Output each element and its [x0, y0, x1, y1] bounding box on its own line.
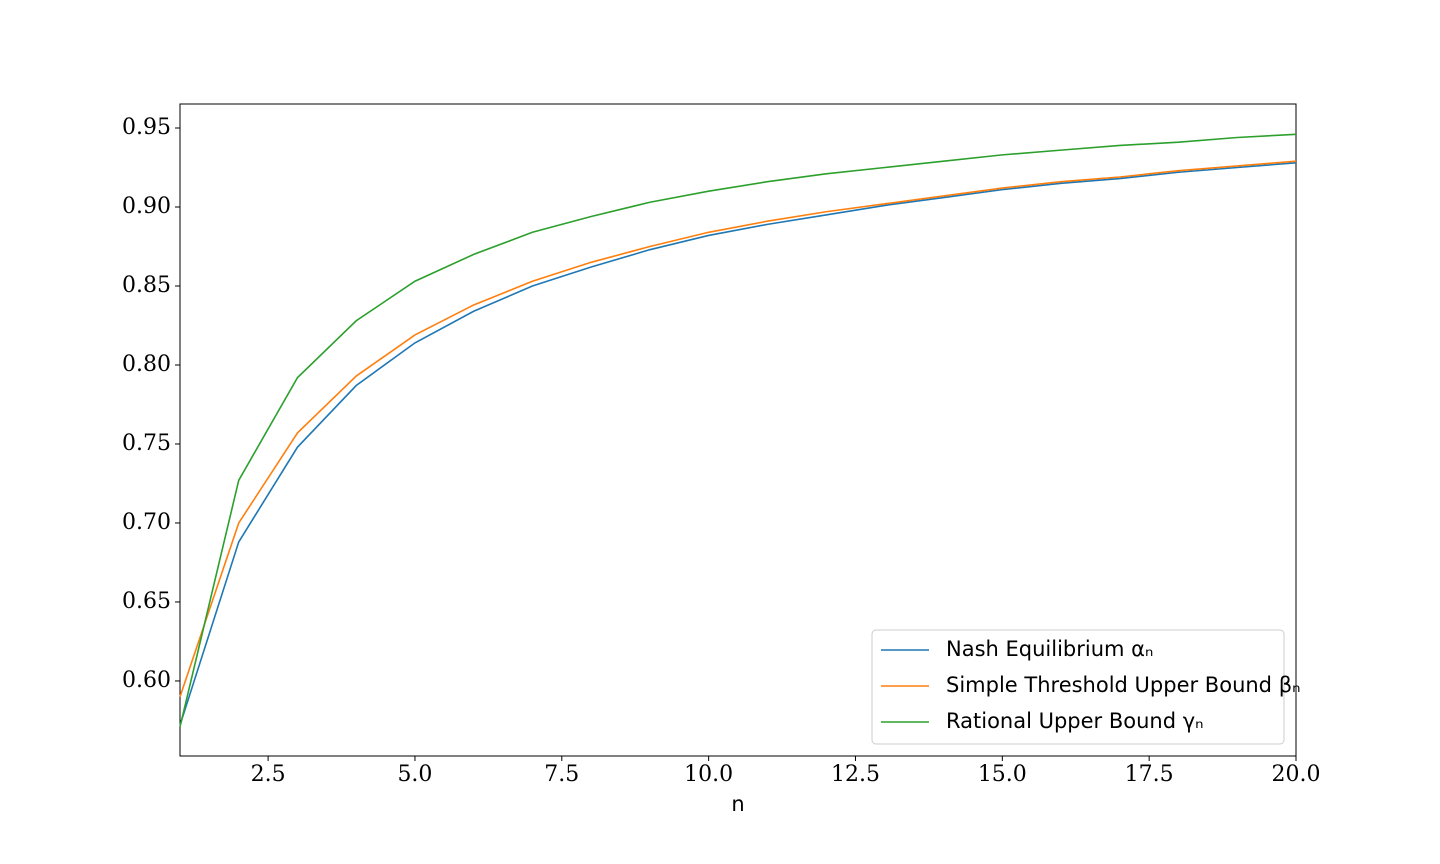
y-tick-label: 0.90	[122, 194, 171, 219]
y-tick-label: 0.60	[122, 668, 171, 693]
y-tick-label: 0.70	[122, 510, 171, 535]
legend-box	[871, 629, 1285, 745]
x-tick-label: 17.5	[1125, 762, 1174, 787]
y-tick-label: 0.95	[122, 115, 171, 140]
legend-label: Simple Threshold Upper Bound βₙ	[946, 673, 1300, 697]
x-tick-label: 7.5	[544, 762, 579, 787]
x-tick-label: 12.5	[831, 762, 880, 787]
y-tick-label: 0.75	[122, 431, 171, 456]
x-tick-label: 2.5	[251, 762, 286, 787]
x-tick-label: 20.0	[1272, 762, 1321, 787]
y-tick-label: 0.65	[122, 589, 171, 614]
legend-label: Nash Equilibrium αₙ	[946, 637, 1153, 661]
legend-label: Rational Upper Bound γₙ	[946, 709, 1204, 733]
x-tick-label: 15.0	[978, 762, 1027, 787]
data-line	[179, 161, 1297, 726]
data-line	[179, 160, 1297, 698]
x-tick-label: 10.0	[684, 762, 733, 787]
y-tick-label: 0.80	[122, 352, 171, 377]
x-axis-label: n	[731, 792, 744, 816]
data-line	[179, 133, 1297, 727]
y-tick-label: 0.85	[122, 273, 171, 298]
x-tick-label: 5.0	[397, 762, 432, 787]
plot-frame	[179, 103, 1297, 757]
